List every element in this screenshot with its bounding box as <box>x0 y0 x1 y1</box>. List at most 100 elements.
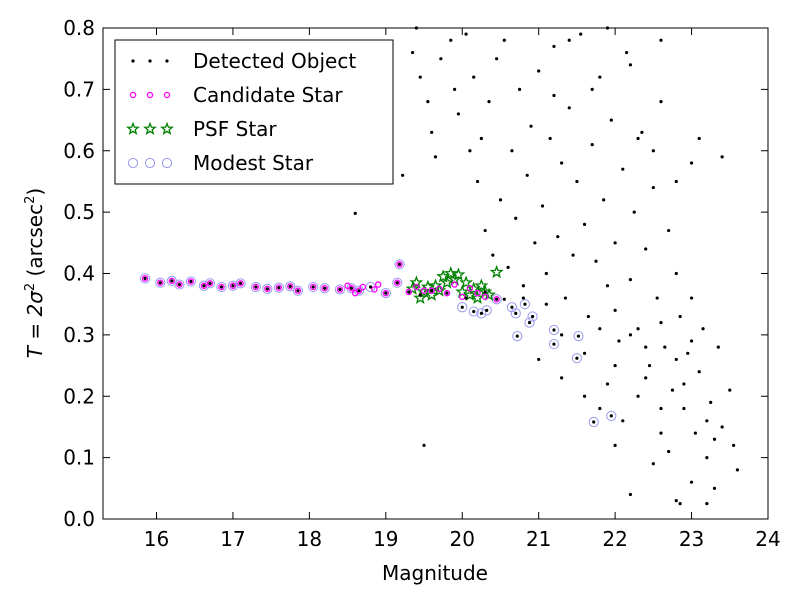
detected-object-point <box>552 93 556 98</box>
detected-object-point <box>560 161 564 165</box>
candidate-star-point <box>359 283 367 291</box>
modest-star-point <box>394 259 405 270</box>
detected-object-point <box>644 345 648 349</box>
detected-object-point <box>544 271 548 276</box>
modest-star-point <box>468 306 479 317</box>
detected-object-point <box>689 296 694 300</box>
detected-object-point <box>693 431 697 435</box>
detected-object-point <box>540 204 545 208</box>
detected-object-point <box>640 130 644 134</box>
detected-object-point <box>659 38 663 42</box>
candidate-star-point <box>420 287 428 294</box>
detected-object-point <box>552 328 556 332</box>
x-tick-label: 19 <box>373 527 398 551</box>
detected-object-point <box>430 289 434 293</box>
detected-object-point <box>177 282 182 287</box>
detected-object-point <box>686 351 690 355</box>
modest-star-point <box>273 282 284 293</box>
detected-object-point <box>472 75 476 79</box>
chart-axes: 16 17 18 19 20 21 22 23 24 0.0 0.1 0.2 0.3 0.4 0.5 0.6 0… <box>63 16 781 551</box>
detected-object-point <box>208 281 212 285</box>
detected-object-point <box>560 333 564 337</box>
x-tick-label: 20 <box>450 527 475 551</box>
x-axis-title: Magnitude <box>382 561 488 585</box>
detected-object-point <box>265 287 269 291</box>
detected-object-point <box>644 247 648 251</box>
detected-object-point <box>609 118 613 122</box>
detected-object-point <box>397 262 402 266</box>
detected-object-point <box>491 253 495 257</box>
candidate-star-point <box>252 283 260 291</box>
detected-object-point <box>384 291 388 295</box>
modest-star-point <box>476 308 487 319</box>
detected-object-point <box>705 502 709 506</box>
candidate-star-point <box>309 283 317 291</box>
modest-star-point <box>235 278 246 289</box>
detected-object-point <box>735 468 740 472</box>
detected-object-point <box>651 462 655 466</box>
detected-object-point <box>219 285 224 289</box>
psf-star-point <box>409 275 424 289</box>
detected-object-point <box>575 356 579 360</box>
detected-object-point <box>674 498 678 503</box>
detected-object-point <box>590 87 594 91</box>
candidate-star-point <box>321 284 328 292</box>
detected-object-point <box>521 284 526 288</box>
candidate-star-point <box>481 293 489 301</box>
modest-star-point <box>185 276 197 287</box>
x-tick-label: 21 <box>526 527 551 551</box>
detected-object-point <box>537 357 541 362</box>
detected-object-point <box>674 179 678 184</box>
detected-object-point <box>682 406 686 411</box>
detected-object-point <box>460 305 464 309</box>
detected-object-point <box>487 100 491 104</box>
psf-star-point <box>405 281 420 295</box>
detected-object-point <box>472 309 476 314</box>
modest-star-point <box>588 416 599 428</box>
candidate-star-point <box>355 287 363 294</box>
legend-box <box>114 39 394 185</box>
detected-object-point <box>667 449 671 454</box>
modest-star-point <box>227 280 239 291</box>
legend-marker-modest-star <box>127 157 139 169</box>
modest-star-point <box>262 283 273 294</box>
modest-star-point <box>524 317 535 328</box>
legend-marker-modest-star <box>161 157 173 169</box>
detected-object-point <box>525 173 529 177</box>
modest-star-point <box>510 308 521 319</box>
detected-object-point <box>582 351 587 355</box>
detected-object-point <box>613 363 617 368</box>
detected-object-point <box>674 271 678 276</box>
detected-object-point <box>689 161 694 165</box>
legend-marker-candidate-star <box>129 91 137 99</box>
detected-object-point <box>728 388 732 392</box>
detected-object-point <box>647 363 652 368</box>
modest-star-point <box>216 281 227 293</box>
x-tick-label: 24 <box>755 527 780 551</box>
detected-object-point <box>582 222 587 226</box>
modest-star-point <box>334 284 346 295</box>
detected-object-point <box>422 443 426 447</box>
detected-object-point <box>598 327 602 331</box>
detected-object-point <box>592 420 596 424</box>
detected-object-point <box>231 284 235 288</box>
y-tick-label: 0.5 <box>63 200 95 224</box>
detected-object-point <box>582 394 587 398</box>
detected-object-point <box>586 314 590 319</box>
modest-star-point <box>548 338 560 350</box>
x-tick-label: 16 <box>144 527 169 551</box>
detected-object-point <box>517 87 522 91</box>
detected-object-point <box>510 149 514 153</box>
modest-star-point <box>292 285 304 296</box>
detected-object-point <box>407 290 411 294</box>
legend-marker-detected-object <box>148 59 152 63</box>
detected-object-point <box>659 406 663 411</box>
detected-object-point <box>628 63 633 67</box>
legend-marker-psf-star <box>160 121 174 135</box>
detected-object-point <box>594 259 598 263</box>
y-tick-label: 0.1 <box>63 446 95 470</box>
detected-object-point <box>605 284 610 288</box>
candidate-star-point <box>287 283 294 290</box>
modest-star-point <box>573 331 584 342</box>
modest-star-point <box>392 277 403 288</box>
